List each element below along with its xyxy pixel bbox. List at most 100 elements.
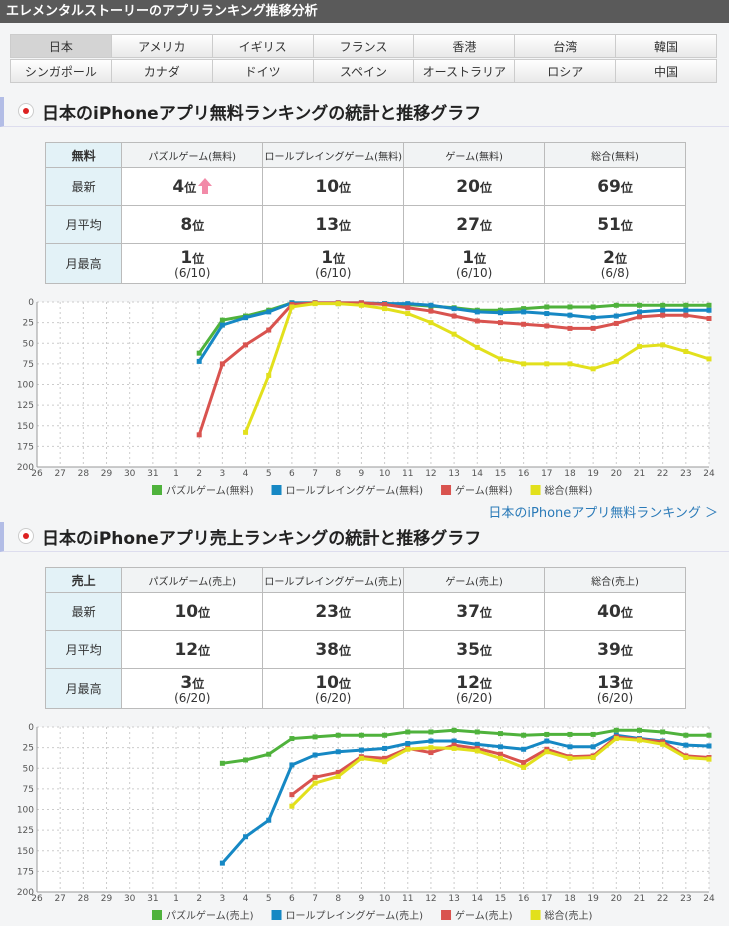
- ranking-link[interactable]: 日本のiPhoneアプリ無料ランキング ＞: [488, 506, 718, 521]
- data-point: [312, 734, 318, 740]
- country-tab[interactable]: 台湾: [514, 34, 617, 58]
- row-label: 月平均: [44, 630, 123, 669]
- data-point: [544, 323, 550, 329]
- table-header-row: 無料 パズルゲーム(無料) ロールプレイングゲーム(無料) ゲーム(無料) 総合(無料): [44, 142, 686, 168]
- rank-unit: 位: [192, 252, 205, 266]
- arrow-shape: [198, 177, 213, 194]
- x-tick-label: 6: [289, 469, 295, 479]
- data-point: [382, 732, 388, 738]
- x-tick-label: 23: [680, 894, 691, 904]
- data-point: [590, 366, 596, 372]
- x-tick-label: 18: [564, 894, 576, 904]
- data-point: [196, 358, 202, 364]
- table-row: 月最高 1位 (6/10) 1位 (6/10) 1位 (6/10) 2位 (6/8): [44, 243, 686, 284]
- country-tab[interactable]: 日本: [10, 34, 112, 58]
- section-title-bar: 日本のiPhoneアプリ無料ランキングの統計と推移グラフ: [0, 97, 729, 127]
- rank-cell: 4位: [121, 167, 264, 206]
- data-point: [544, 361, 550, 367]
- rank-cell: 69位: [544, 167, 686, 206]
- x-tick-label: 17: [541, 469, 552, 479]
- x-tick-label: 10: [379, 894, 391, 904]
- data-point: [335, 301, 341, 307]
- data-point: [382, 759, 388, 765]
- x-tick-label: 4: [243, 469, 249, 479]
- data-point: [567, 304, 573, 310]
- x-tick-label: 8: [335, 894, 341, 904]
- data-point: [683, 732, 689, 738]
- y-tick-label: 100: [17, 806, 34, 816]
- data-point: [660, 302, 666, 308]
- rank-unit: 位: [339, 218, 352, 233]
- data-point: [636, 344, 642, 350]
- data-point: [521, 764, 527, 770]
- country-tab[interactable]: シンガポール: [10, 59, 112, 83]
- x-tick-label: 30: [124, 894, 136, 904]
- rank-unit: 位: [479, 180, 492, 195]
- data-point: [590, 304, 596, 310]
- x-tick-label: 21: [634, 894, 645, 904]
- data-point: [451, 306, 457, 312]
- rank-cell: 3位 (6/20): [121, 668, 264, 709]
- country-tab[interactable]: オーストラリア: [413, 59, 516, 83]
- data-point: [497, 731, 503, 737]
- section-title-bar: 日本のiPhoneアプリ売上ランキングの統計と推移グラフ: [0, 522, 729, 552]
- legend-swatch: [152, 485, 162, 495]
- y-tick-label: 125: [17, 826, 34, 836]
- data-point: [636, 727, 642, 733]
- data-point: [451, 313, 457, 319]
- data-point: [497, 320, 503, 326]
- data-point: [474, 729, 480, 735]
- x-tick-label: 1: [173, 894, 179, 904]
- data-point: [706, 756, 712, 762]
- data-point: [660, 729, 666, 735]
- data-point: [683, 755, 689, 761]
- country-tab[interactable]: 韓国: [615, 34, 717, 58]
- rank-value: 39: [597, 639, 621, 660]
- y-tick-label: 125: [17, 401, 34, 411]
- legend-swatch: [271, 485, 282, 495]
- data-point: [451, 745, 457, 751]
- data-point: [567, 755, 573, 761]
- country-tab[interactable]: ドイツ: [211, 59, 314, 83]
- rank-cell: 2位 (6/8): [544, 243, 686, 284]
- rank-unit: 位: [479, 677, 492, 691]
- data-point: [451, 727, 457, 733]
- rank-value: 40: [597, 601, 621, 622]
- x-tick-label: 26: [31, 894, 43, 904]
- country-tab[interactable]: 香港: [413, 34, 516, 58]
- rank-cell: 51位: [544, 205, 686, 244]
- data-point: [683, 312, 689, 318]
- country-tab[interactable]: イギリス: [211, 34, 314, 58]
- table-row: 最新 10位 23位 37位 40位: [44, 592, 686, 631]
- data-point: [706, 316, 712, 321]
- rank-cell: 27位: [403, 205, 546, 244]
- x-tick-label: 12: [425, 894, 436, 904]
- rank-cell: 8位: [121, 205, 264, 244]
- legend-label: ゲーム(無料): [455, 484, 513, 497]
- up-arrow-icon: [198, 177, 213, 194]
- table-header-cell: パズルゲーム(無料): [121, 142, 264, 168]
- table-header-cell: 総合(売上): [544, 567, 686, 593]
- country-tab[interactable]: カナダ: [110, 59, 213, 83]
- data-point: [405, 741, 411, 746]
- data-point: [358, 755, 364, 761]
- x-tick-label: 20: [611, 469, 623, 479]
- rank-unit: 位: [184, 180, 197, 195]
- country-tab[interactable]: スペイン: [312, 59, 415, 83]
- y-tick-label: 25: [23, 744, 34, 754]
- country-tab[interactable]: フランス: [312, 34, 415, 58]
- data-point: [335, 749, 341, 755]
- data-point: [613, 313, 619, 319]
- rank-unit: 位: [479, 218, 492, 233]
- data-point: [683, 349, 689, 354]
- country-tab[interactable]: アメリカ: [110, 34, 213, 58]
- country-tab[interactable]: 中国: [615, 59, 717, 83]
- legend-swatch: [152, 910, 162, 920]
- rank-unit: 位: [620, 605, 633, 620]
- data-point: [451, 742, 457, 748]
- x-tick-label: 15: [495, 469, 506, 479]
- best-date: (6/10): [174, 266, 211, 280]
- country-tab[interactable]: ロシア: [514, 59, 617, 83]
- x-tick-label: 9: [359, 469, 365, 479]
